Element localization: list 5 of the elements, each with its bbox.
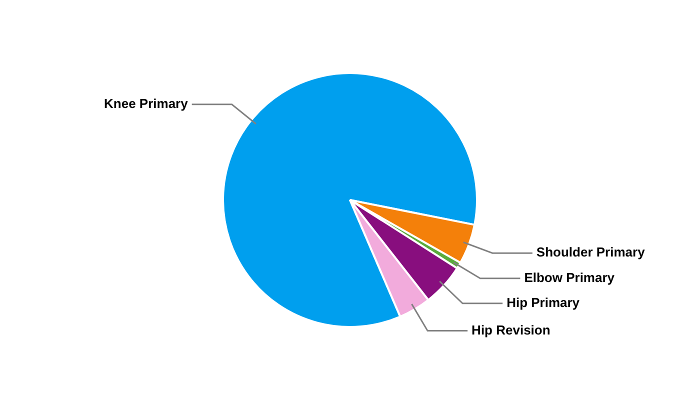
slice-label: Hip Revision (472, 322, 550, 338)
slice-label: Knee Primary (104, 96, 189, 111)
slice-label: Elbow Primary (524, 270, 616, 285)
slice-label: Hip Primary (506, 295, 580, 310)
slice-label: Shoulder Primary (536, 244, 646, 260)
